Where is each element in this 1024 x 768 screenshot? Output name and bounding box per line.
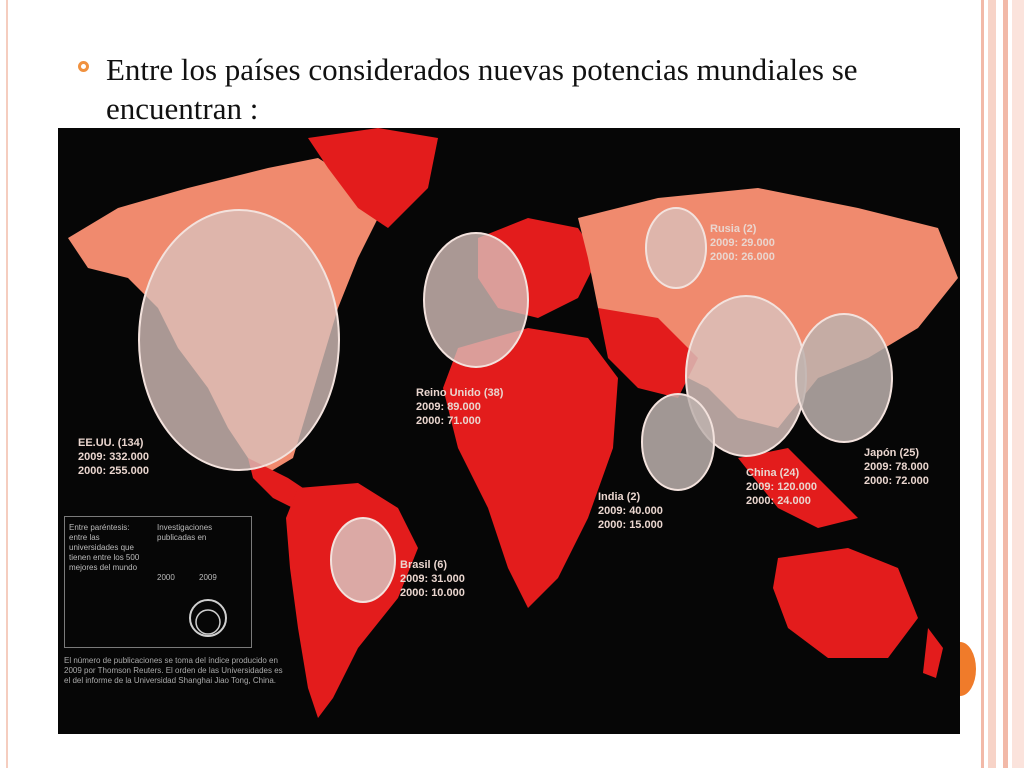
- label-country: Japón (25): [864, 447, 920, 459]
- india-circle: [641, 393, 715, 491]
- label-2009: 2009: 40.000: [598, 505, 663, 517]
- brazil-circle: [330, 517, 396, 603]
- southeast-asia-shape: [738, 448, 858, 528]
- bullet-icon: [78, 61, 89, 72]
- new-zealand-shape: [923, 628, 943, 678]
- label-2009: 2009: 78.000: [864, 461, 929, 473]
- label-2000: 2000: 255.000: [78, 465, 149, 477]
- australia-shape: [773, 548, 918, 658]
- stripe: [1012, 0, 1024, 768]
- world-map-graphic: [68, 128, 958, 718]
- label-country: Rusia (2): [710, 223, 757, 235]
- legend-year-b: 2009: [199, 573, 217, 582]
- label-uk: Reino Unido (38) 2009: 89.000 2000: 71.0…: [416, 386, 503, 428]
- label-country: EE.UU. (134): [78, 437, 144, 449]
- label-country: Brasil (6): [400, 559, 448, 571]
- label-usa: EE.UU. (134) 2009: 332.000 2000: 255.000: [78, 436, 149, 478]
- label-country: China (24): [746, 467, 800, 479]
- russia-circle: [645, 207, 707, 289]
- bullet-text: Entre los países considerados nuevas pot…: [106, 52, 858, 126]
- legend-circle-large: [189, 599, 227, 637]
- legend-right-text: Investigaciones publicadas en: [157, 523, 213, 542]
- map-legend: Entre paréntesis: entre las universidade…: [64, 516, 252, 648]
- label-india: India (2) 2009: 40.000 2000: 15.000: [598, 490, 663, 532]
- label-2009: 2009: 31.000: [400, 573, 465, 585]
- label-2000: 2000: 26.000: [710, 251, 775, 263]
- stripe: [981, 0, 984, 768]
- label-2000: 2000: 15.000: [598, 519, 663, 531]
- usa-circle: [138, 209, 340, 471]
- label-2009: 2009: 120.000: [746, 481, 817, 493]
- label-country: India (2): [598, 491, 641, 503]
- legend-left-text: Entre paréntesis: entre las universidade…: [69, 523, 140, 572]
- japan-circle: [795, 313, 893, 443]
- legend-year-a: 2000: [157, 573, 175, 582]
- label-2009: 2009: 332.000: [78, 451, 149, 463]
- stripe: [1003, 0, 1008, 768]
- label-2009: 2009: 29.000: [710, 237, 775, 249]
- label-china: China (24) 2009: 120.000 2000: 24.000: [746, 466, 817, 508]
- label-2000: 2000: 24.000: [746, 495, 811, 507]
- middle-east-shape: [598, 308, 698, 398]
- world-map-image: EE.UU. (134) 2009: 332.000 2000: 255.000…: [58, 128, 960, 734]
- label-brazil: Brasil (6) 2009: 31.000 2000: 10.000: [400, 558, 465, 600]
- label-2000: 2000: 10.000: [400, 587, 465, 599]
- label-japan: Japón (25) 2009: 78.000 2000: 72.000: [864, 446, 929, 488]
- uk-circle: [423, 232, 529, 368]
- label-russia: Rusia (2) 2009: 29.000 2000: 26.000: [710, 222, 775, 264]
- legend-years: 2000 2009: [157, 573, 247, 583]
- map-source-note: El número de publicaciones se toma del í…: [64, 656, 283, 685]
- label-2000: 2000: 72.000: [864, 475, 929, 487]
- legend-circle-small: [195, 609, 221, 635]
- left-border-line: [6, 0, 8, 768]
- label-2009: 2009: 89.000: [416, 401, 481, 413]
- stripe: [988, 0, 996, 768]
- decorative-stripes: [976, 0, 1024, 768]
- greenland-shape: [308, 128, 438, 228]
- africa-shape: [443, 328, 618, 608]
- label-country: Reino Unido (38): [416, 387, 504, 399]
- label-2000: 2000: 71.000: [416, 415, 481, 427]
